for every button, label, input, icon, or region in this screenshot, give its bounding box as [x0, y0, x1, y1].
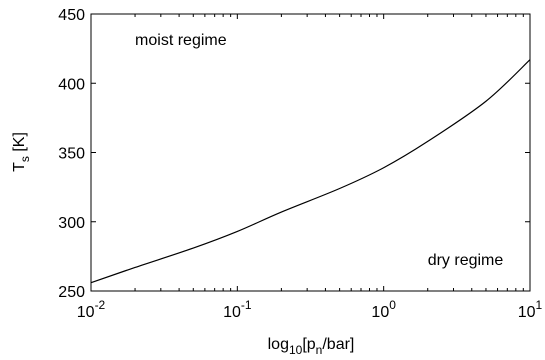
y-tick-label: 250 [58, 284, 85, 301]
x-tick-label: 100 [371, 298, 396, 321]
annotation-label: dry regime [428, 252, 504, 269]
x-tick-label: 10-2 [77, 298, 106, 321]
y-tick-label: 350 [58, 146, 85, 163]
x-tick-label: 10-1 [223, 298, 252, 321]
axis-ticks: 10-2 10-1 100 101 250 300 350 400 450 [58, 7, 542, 321]
y-tick-label: 300 [58, 215, 85, 232]
y-tick-label: 400 [58, 76, 85, 93]
x-axis-label: log10[pn/bar] [268, 336, 355, 357]
annotations: moist regime dry regime [135, 32, 503, 269]
x-tick-label: 101 [518, 298, 543, 321]
series-line-0 [90, 59, 531, 284]
data-series [90, 59, 531, 284]
annotation-label: moist regime [135, 32, 227, 49]
y-axis-label: Ts [K] [11, 132, 32, 172]
plot-area [91, 14, 530, 291]
y-tick-label: 450 [58, 7, 85, 24]
